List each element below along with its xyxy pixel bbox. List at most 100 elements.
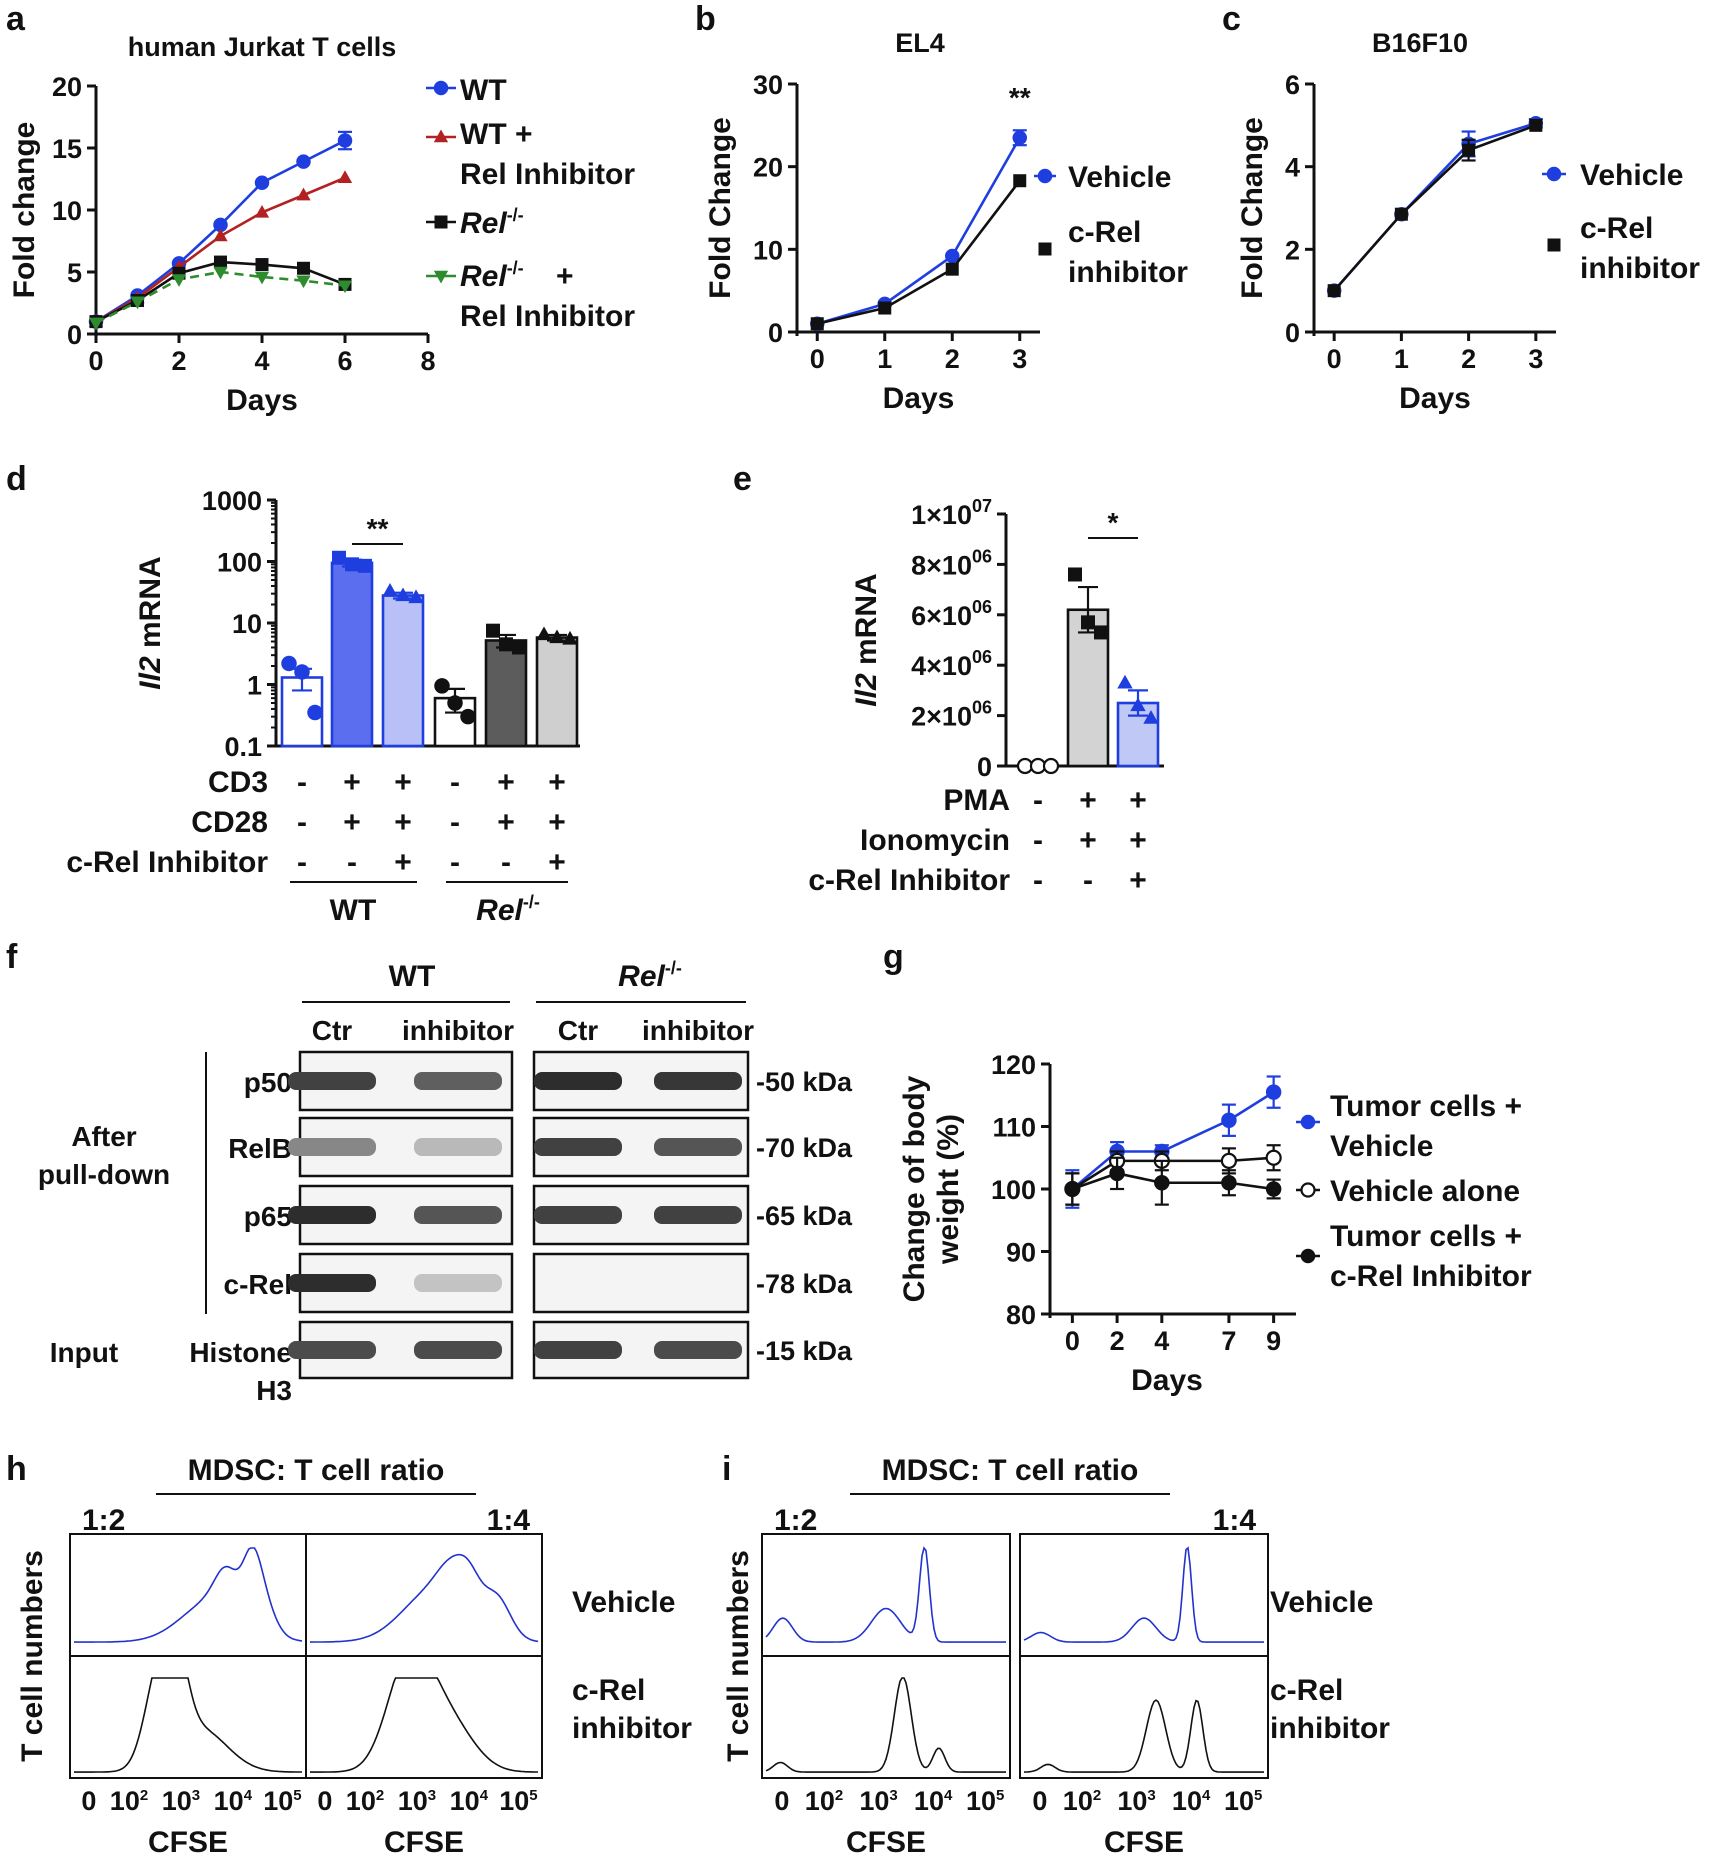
panel-letter-h: h	[6, 1450, 27, 1488]
ratio-label: 1:4	[487, 1504, 531, 1537]
histogram-trace-vehicle	[1023, 1546, 1264, 1643]
condition-sign: +	[1079, 824, 1097, 857]
data-point-0	[945, 248, 960, 264]
blot-kda-label: -78 kDa	[756, 1269, 853, 1299]
x-tick-label: 102	[346, 1786, 384, 1816]
blot-kda-label: -50 kDa	[756, 1067, 853, 1097]
data-point	[549, 629, 565, 644]
condition-sign: -	[1033, 864, 1043, 897]
blot-lane-label: inhibitor	[402, 1015, 514, 1046]
row-label-inhibitor-line-1: inhibitor	[1270, 1712, 1390, 1745]
condition-sign: +	[497, 806, 515, 839]
y-tick-label: 1000	[202, 486, 262, 516]
data-point	[1068, 567, 1082, 582]
blot-band	[414, 1341, 502, 1359]
y-axis-label: Fold change	[8, 122, 41, 299]
data-point-3	[296, 275, 311, 289]
data-point-3	[130, 296, 145, 310]
data-point	[1094, 625, 1108, 640]
data-point-2	[1265, 1181, 1282, 1197]
x-tick-label: 103	[1117, 1786, 1155, 1816]
legend-marker	[433, 80, 449, 96]
blot-kda-label: -65 kDa	[756, 1201, 853, 1231]
data-point-2	[1154, 1175, 1170, 1191]
blot-band	[654, 1138, 742, 1156]
data-point-1	[337, 170, 353, 183]
blot-band	[654, 1341, 742, 1359]
row-label-vehicle: Vehicle	[1270, 1586, 1373, 1619]
x-tick-label: 104	[214, 1786, 253, 1816]
bar-1	[330, 561, 374, 748]
condition-sign: -	[450, 806, 460, 839]
y-axis-label: Il2 mRNA	[134, 556, 167, 689]
bar-5	[535, 636, 579, 748]
blot-band	[288, 1206, 376, 1224]
blot-band	[534, 1072, 622, 1090]
x-tick-label: 2	[1461, 344, 1476, 374]
legend-label-tumor-inhibitor-line-0: Tumor cells +	[1330, 1220, 1522, 1253]
legend-label-rel-ko-inhibitor: Rel-/-	[460, 258, 524, 293]
x-tick-label: 4	[1154, 1326, 1169, 1356]
data-point-0	[1265, 1084, 1282, 1100]
x-axis-label: CFSE	[384, 1826, 464, 1859]
y-tick-label: 20	[753, 153, 783, 183]
blot-kda-label: -70 kDa	[756, 1133, 853, 1163]
data-point	[447, 695, 463, 711]
y-axis-label: Il2 mRNA	[850, 573, 883, 706]
y-tick-label: 2×1006	[911, 698, 992, 732]
x-tick-label: 0	[1065, 1326, 1080, 1356]
y-tick-label: 2	[1285, 235, 1300, 265]
legend-marker	[433, 129, 449, 143]
blot-band	[534, 1138, 622, 1156]
x-axis-label: CFSE	[1104, 1826, 1184, 1859]
data-point-3	[337, 280, 353, 294]
data-point-1	[1265, 1149, 1282, 1166]
data-point	[1042, 757, 1060, 775]
panel-c-line-chart: 0 2 4 6 0 1 2 3 B16F10 Days Fold Change Vehicle c-Re…	[1236, 28, 1700, 415]
x-tick-label: 103	[162, 1786, 200, 1816]
data-point-0	[296, 154, 311, 169]
blot-band	[288, 1138, 376, 1156]
blot-row-label: RelB	[228, 1133, 292, 1164]
legend-marker	[434, 215, 448, 229]
series-line-2	[1071, 1172, 1274, 1191]
condition-sign: +	[548, 766, 566, 799]
blot-band	[414, 1206, 502, 1224]
blot-band	[534, 1206, 622, 1224]
data-point	[1117, 674, 1133, 689]
condition-sign: +	[343, 766, 361, 799]
ratio-label: 1:2	[774, 1504, 817, 1537]
x-tick-label: 102	[805, 1786, 843, 1816]
legend-label-inhibitor-line-1: inhibitor	[1068, 256, 1188, 289]
x-tick-label: 6	[337, 346, 352, 376]
data-point-0	[254, 175, 270, 190]
x-tick-label: 104	[450, 1786, 489, 1816]
y-tick-label: 100	[991, 1175, 1036, 1205]
condition-sign: -	[450, 766, 460, 799]
data-point-2	[1109, 1165, 1125, 1182]
data-point	[460, 708, 476, 725]
chart-title: human Jurkat T cells	[128, 32, 397, 62]
y-tick-label: 1×1007	[911, 496, 992, 530]
data-point-3	[88, 317, 104, 331]
x-tick-label: 0	[1032, 1786, 1047, 1816]
legend-label-inhibitor-line-0: c-Rel	[1068, 216, 1141, 249]
data-point-2	[1064, 1181, 1081, 1197]
legend-label-plus: +	[556, 260, 574, 293]
data-point	[536, 626, 552, 641]
condition-sign: -	[297, 806, 307, 839]
y-tick-label: 100	[217, 548, 262, 578]
panel-letter-f: f	[6, 938, 18, 976]
legend-marker-tumor-inhibitor	[1300, 1248, 1316, 1264]
data-point	[562, 630, 578, 645]
x-tick-label: 102	[110, 1786, 148, 1816]
x-axis-label: CFSE	[846, 1826, 926, 1859]
panel-i-flow-histograms: MDSC: T cell ratio 1:2 1:4 T cell numbers Ve…	[722, 1454, 1390, 1859]
ratio-label: 1:4	[1213, 1504, 1257, 1537]
blot-band	[288, 1274, 376, 1292]
series-line-0	[1071, 1091, 1275, 1190]
row-label-inhibitor-line-0: c-Rel	[572, 1674, 645, 1707]
data-point-1	[296, 187, 311, 201]
panel-b-line-chart: 0 10 20 30 0 1 2 3 EL4 Days Fold Change ** Vehicle c-…	[704, 28, 1188, 415]
bar-4	[484, 639, 528, 748]
